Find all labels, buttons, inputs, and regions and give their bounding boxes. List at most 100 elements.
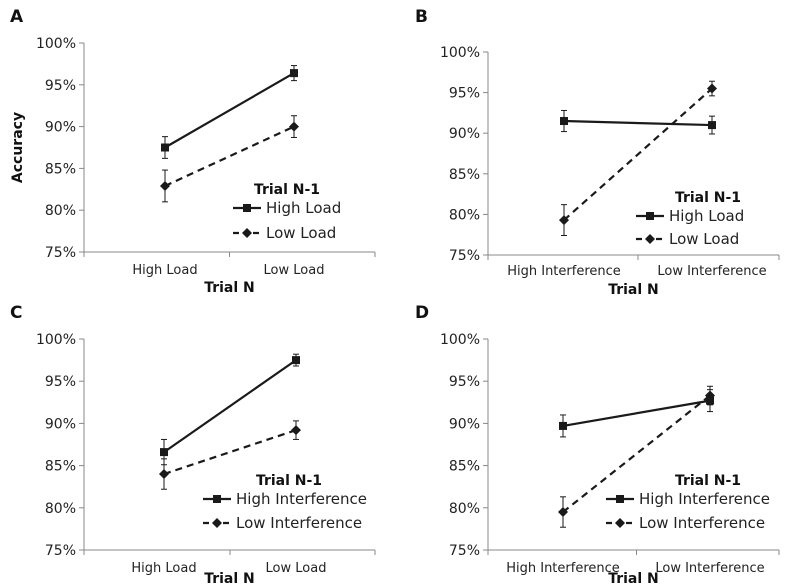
panel-d-letter: D xyxy=(415,303,429,323)
panel-c-legend-marker xyxy=(212,518,222,528)
panel-b-x-title: Trial N xyxy=(608,282,659,298)
panel-b-series-2 xyxy=(559,80,717,237)
panel-d-data-point xyxy=(559,421,567,430)
panel-c-legend-title: Trial N-1 xyxy=(256,473,322,489)
panel-b-y-tick-label: 95% xyxy=(449,86,480,102)
panel-d-legend-title: Trial N-1 xyxy=(675,473,741,489)
panel-c-legend-label: Low Interference xyxy=(236,514,362,532)
panel-c-letter: C xyxy=(10,303,22,323)
panel-b-data-point xyxy=(707,83,717,94)
panel-a-data-point xyxy=(160,180,170,191)
panel-d: D 75% 80% 85% 90% 95% 100% High Interference Low… xyxy=(415,303,780,586)
panel-d-legend-label: Low Interference xyxy=(639,514,765,532)
panel-c-series-line xyxy=(163,429,297,476)
panel-d-y-tick-label: 90% xyxy=(449,416,480,432)
panel-a-y-tick-label: 80% xyxy=(45,203,76,219)
panel-b-legend-title: Trial N-1 xyxy=(675,190,741,206)
panel-b-legend-marker xyxy=(645,234,655,244)
panel-a-series-2 xyxy=(160,115,299,203)
panel-a-series-1 xyxy=(161,65,298,159)
panel-a-y-tick-label: 90% xyxy=(45,120,76,136)
panel-b-series-line xyxy=(563,87,713,221)
panel-b-data-point xyxy=(708,121,716,130)
panel-d-x-title: Trial N xyxy=(608,571,659,586)
panel-d-legend-label: High Interference xyxy=(639,490,770,508)
panel-b-legend-marker xyxy=(646,212,654,220)
panel-a-category-label: Low Load xyxy=(264,263,325,278)
panel-c: C 75% 80% 85% 90% 95% 100% High Load Low Load Tri… xyxy=(10,303,376,586)
panel-a-legend-marker xyxy=(243,204,251,212)
panel-b-category-label: Low Interference xyxy=(657,264,766,279)
panel-a-data-point xyxy=(290,69,298,78)
panel-a-y-tick-label: 95% xyxy=(45,78,76,94)
panel-d-data-point xyxy=(558,507,568,518)
panel-d-y-tick-label: 75% xyxy=(449,543,480,559)
panel-c-data-point xyxy=(160,448,168,457)
panel-d-legend-marker xyxy=(616,495,624,503)
panel-b-y-tick-label: 90% xyxy=(449,126,480,142)
panel-d-series-line xyxy=(562,394,711,513)
panel-a: A75%80%85%90%95%100%High Load Low LoadTri… xyxy=(10,7,376,296)
panel-b-series-line xyxy=(563,119,713,127)
panel-a-letter: A xyxy=(10,7,24,27)
panel-c-data-point xyxy=(159,469,169,480)
panel-a-y-tick-label: 100% xyxy=(36,36,76,52)
panel-c-series-line xyxy=(163,359,297,453)
panel-d-data-point xyxy=(705,390,715,401)
panel-a-series-line xyxy=(164,72,295,149)
panel-d-category-label: Low Interference xyxy=(655,561,764,576)
panel-b-legend-label: High Load xyxy=(669,207,744,225)
panel-c-y-tick-label: 75% xyxy=(45,543,76,559)
panel-b-y-tick-label: 100% xyxy=(440,45,480,61)
panel-c-data-point xyxy=(291,425,301,436)
panel-b: B 75% 80% 85% 90% 95% 100% High Interference Low… xyxy=(415,7,780,298)
panel-b-y-tick-label: 85% xyxy=(449,167,480,183)
panel-c-legend-marker xyxy=(213,495,221,503)
panel-c-y-tick-label: 90% xyxy=(45,416,76,432)
panel-c-category-label: Low Load xyxy=(266,561,327,576)
panel-c-series-2 xyxy=(159,420,301,490)
panel-a-legend-label: High Load xyxy=(266,199,341,217)
panel-d-legend-marker xyxy=(615,518,625,528)
panel-a-x-title: Trial N xyxy=(204,280,255,296)
panel-a-y-tick-label: 75% xyxy=(45,245,76,261)
panel-b-category-label: High Interference xyxy=(507,264,621,279)
panel-a-data-point xyxy=(161,143,169,152)
panel-c-y-tick-label: 95% xyxy=(45,374,76,390)
panel-b-legend-label: Low Load xyxy=(669,230,739,248)
panel-d-series-1 xyxy=(559,389,714,438)
panel-d-y-tick-label: 100% xyxy=(440,332,480,348)
panel-b-letter: B xyxy=(415,7,428,27)
panel-a-y-tick-label: 85% xyxy=(45,161,76,177)
panel-c-y-tick-label: 85% xyxy=(45,459,76,475)
panel-a-legend-label: Low Load xyxy=(266,224,336,242)
panel-d-series-line xyxy=(562,399,711,428)
panel-a-data-point xyxy=(289,121,299,132)
panel-b-series-1 xyxy=(560,109,716,135)
panel-b-y-tick-label: 75% xyxy=(449,248,480,264)
panel-d-y-tick-label: 85% xyxy=(449,459,480,475)
panel-c-series-1 xyxy=(160,353,300,466)
panel-d-y-tick-label: 80% xyxy=(449,501,480,517)
panel-a-legend-marker xyxy=(242,228,252,238)
panel-a-category-label: High Load xyxy=(132,263,197,278)
panel-c-y-tick-label: 100% xyxy=(36,332,76,348)
panel-b-y-tick-label: 80% xyxy=(449,207,480,223)
panel-c-y-tick-label: 80% xyxy=(45,501,76,517)
panel-d-y-tick-label: 95% xyxy=(449,374,480,390)
panel-c-category-label: High Load xyxy=(131,561,196,576)
panel-b-data-point xyxy=(560,117,568,126)
panel-d-category-label: High Interference xyxy=(506,561,620,576)
panel-c-x-title: Trial N xyxy=(204,571,255,586)
panel-d-series-2 xyxy=(558,385,715,528)
panel-a-legend-title: Trial N-1 xyxy=(254,182,320,198)
panel-a-y-title: Accuracy xyxy=(10,112,26,183)
panel-b-data-point xyxy=(559,215,569,226)
panel-c-data-point xyxy=(292,356,300,365)
panel-c-legend-label: High Interference xyxy=(236,490,367,508)
